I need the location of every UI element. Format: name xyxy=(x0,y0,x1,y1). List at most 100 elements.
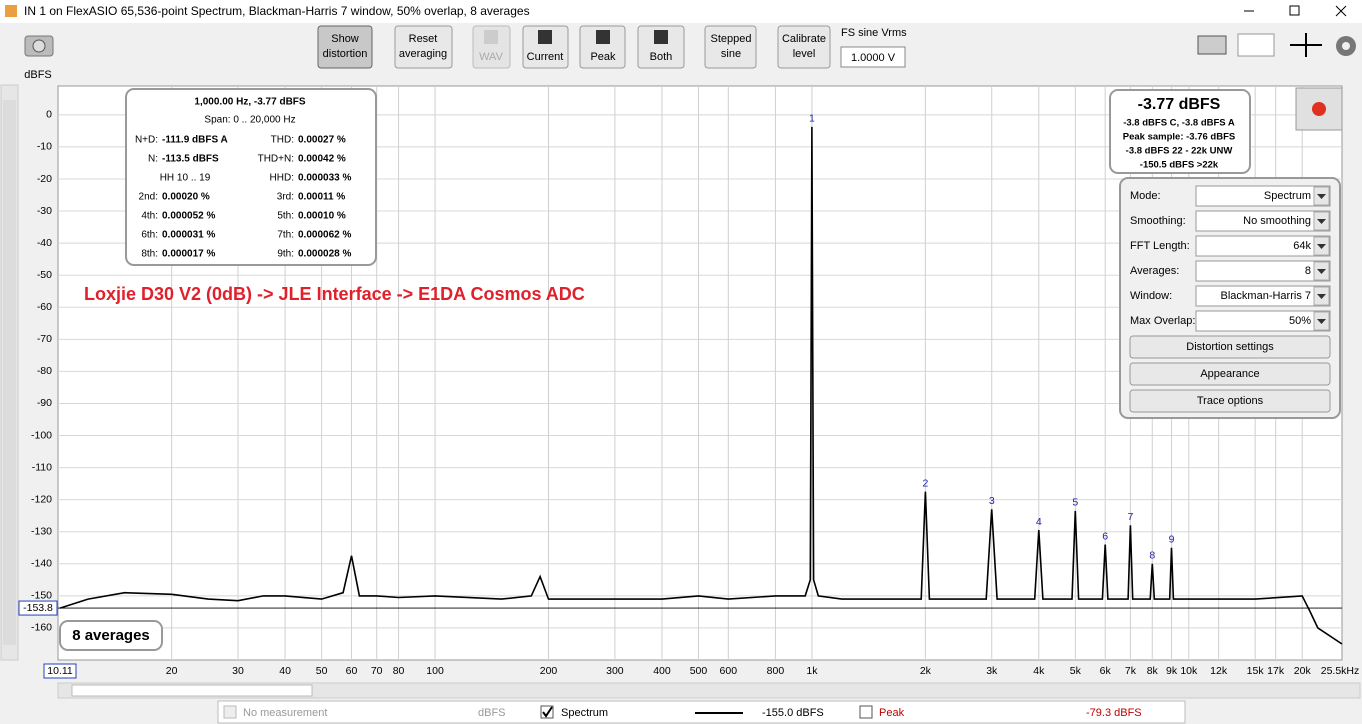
panel-button[interactable] xyxy=(1129,335,1331,359)
panel-button-label: Trace options xyxy=(1197,395,1264,407)
level-line: -3.8 dBFS 22 - 22k UNW xyxy=(1126,146,1233,157)
y-tick-label: -80 xyxy=(37,365,52,377)
legend-level: -79.3 dBFS xyxy=(1086,707,1142,719)
level-box xyxy=(1109,89,1251,174)
dropdown[interactable] xyxy=(1195,210,1331,232)
button-label: Stepped xyxy=(711,33,752,45)
dropdown-arrow xyxy=(1317,219,1326,224)
x-tick-label: 80 xyxy=(393,665,405,677)
x-tick-label: 10k xyxy=(1180,665,1198,677)
dropdown-arrow xyxy=(1317,319,1326,324)
dropdown-arrow xyxy=(1317,269,1326,274)
harmonic-label: 3 xyxy=(989,495,995,507)
layout-icon[interactable] xyxy=(1237,33,1275,57)
y-tick-label: -60 xyxy=(37,301,52,313)
current-button[interactable] xyxy=(522,25,569,69)
info-label: HHD: xyxy=(270,173,294,184)
control-label: FFT Length: xyxy=(1130,240,1190,252)
fs-sine-input[interactable] xyxy=(840,46,906,68)
info-label: 5th: xyxy=(277,211,294,222)
settings-icon-hole xyxy=(1342,42,1350,50)
y-tick-label: -120 xyxy=(31,493,52,505)
x-tick-label: 60 xyxy=(346,665,358,677)
button-label: Current xyxy=(527,51,564,63)
x-tick-label: 600 xyxy=(720,665,738,677)
peak-button[interactable] xyxy=(579,25,626,69)
x-tick-label: 200 xyxy=(540,665,558,677)
dropdown[interactable] xyxy=(1195,310,1331,332)
wav-button[interactable] xyxy=(472,25,511,69)
y-tick-label: -100 xyxy=(31,429,52,441)
info-label: 3rd: xyxy=(277,192,294,203)
x-tick-label: 50 xyxy=(316,665,328,677)
y-tick-label: -140 xyxy=(31,558,52,570)
control-label: Window: xyxy=(1130,290,1172,302)
info-hh: HH 10 .. 19 xyxy=(160,173,211,184)
scroll-thumb[interactable] xyxy=(3,100,16,645)
close[interactable] xyxy=(1335,5,1347,17)
calibrate-level-button[interactable] xyxy=(777,25,831,69)
fs-sine-value: 1.0000 V xyxy=(851,52,896,64)
control-label: Smoothing: xyxy=(1130,215,1186,227)
show-distortion-button[interactable] xyxy=(317,25,373,69)
save-icon xyxy=(654,30,668,44)
info-value: 0.00020 % xyxy=(162,192,210,203)
x-tick-label: 40 xyxy=(279,665,291,677)
y-tick-label: -70 xyxy=(37,333,52,345)
y-tick-label: -110 xyxy=(32,461,52,473)
legend-label: No measurement xyxy=(243,707,327,719)
control-label: Averages: xyxy=(1130,265,1179,277)
both-button[interactable] xyxy=(637,25,685,69)
checkbox[interactable] xyxy=(223,705,237,719)
panel-button-label: Distortion settings xyxy=(1186,341,1274,353)
stepped-sine-button[interactable] xyxy=(704,25,757,69)
info-label: 7th: xyxy=(277,230,294,241)
info-label: 8th: xyxy=(141,249,158,260)
dropdown[interactable] xyxy=(1195,285,1331,307)
legend-level: -155.0 dBFS xyxy=(762,707,824,719)
info-label: N: xyxy=(148,154,158,165)
y-tick-label: -40 xyxy=(37,237,52,249)
x-tick-label: 15k xyxy=(1247,665,1265,677)
window-title: IN 1 on FlexASIO 65,536-point Spectrum, … xyxy=(24,4,530,18)
dropdown-value: 64k xyxy=(1293,240,1311,252)
x-tick-label: 1k xyxy=(806,665,818,677)
zoom-icon[interactable] xyxy=(1290,33,1322,57)
x-tick-label: 7k xyxy=(1125,665,1137,677)
harmonic-label: 5 xyxy=(1072,497,1078,509)
restore[interactable] xyxy=(1289,5,1300,16)
x-tick-label: 400 xyxy=(653,665,671,677)
record-icon xyxy=(1312,102,1326,116)
x-tick-label: 9k xyxy=(1166,665,1178,677)
info-value: 0.000062 % xyxy=(298,230,351,241)
info-label: 6th: xyxy=(141,230,158,241)
info-value: 0.00011 % xyxy=(298,192,345,203)
button-label: WAV xyxy=(479,51,503,63)
dropdown[interactable] xyxy=(1195,260,1331,282)
checkbox[interactable] xyxy=(859,705,873,719)
x-tick-label: 30 xyxy=(232,665,244,677)
dropdown[interactable] xyxy=(1195,185,1331,207)
y-tick-label: -30 xyxy=(37,205,52,217)
button-label: Reset xyxy=(409,33,438,45)
level: -3.77 dBFS xyxy=(1138,96,1221,113)
layout-icon[interactable] xyxy=(1197,35,1227,55)
x-tick-label: 20k xyxy=(1294,665,1312,677)
panel-button-label: Appearance xyxy=(1200,368,1259,380)
info-value: 0.000033 % xyxy=(298,173,351,184)
x-start-label: 10.11 xyxy=(47,665,73,677)
dropdown[interactable] xyxy=(1195,235,1331,257)
checkmark xyxy=(542,706,553,718)
spectrum-trace xyxy=(59,126,1343,645)
panel-button[interactable] xyxy=(1129,389,1331,413)
harmonic-label: 7 xyxy=(1127,511,1133,523)
reset-averaging-button[interactable] xyxy=(394,25,453,69)
scroll-thumb[interactable] xyxy=(71,684,313,697)
panel-button[interactable] xyxy=(1129,362,1331,386)
horizontal-scrollbar[interactable] xyxy=(57,682,1361,699)
harmonic-label: 2 xyxy=(922,477,928,489)
harmonic-label: 4 xyxy=(1036,516,1042,528)
info-header: 1,000.00 Hz, -3.77 dBFS xyxy=(194,97,305,108)
dropdown-arrow xyxy=(1317,294,1326,299)
